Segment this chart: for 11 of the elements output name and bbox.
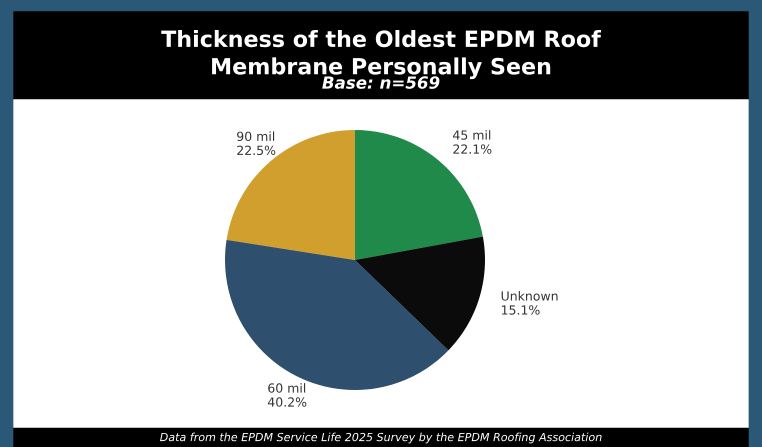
data-label: 22.5% [237, 146, 276, 156]
slice-label: 60 mil [268, 383, 306, 393]
data-label: 15.1% [502, 305, 540, 315]
data-label: 22.1% [453, 144, 492, 154]
slice-label: Unknown [502, 291, 558, 301]
pie-slice [226, 130, 355, 260]
data-label: 40.2% [268, 397, 306, 407]
slice-label: 45 mil [453, 130, 490, 140]
pie-slice [355, 236, 485, 350]
slice-label: 90 mil [237, 131, 274, 142]
text: Data from the EPDM Service Life 2025 Survey by the EPDM Roofing Association [160, 432, 602, 444]
